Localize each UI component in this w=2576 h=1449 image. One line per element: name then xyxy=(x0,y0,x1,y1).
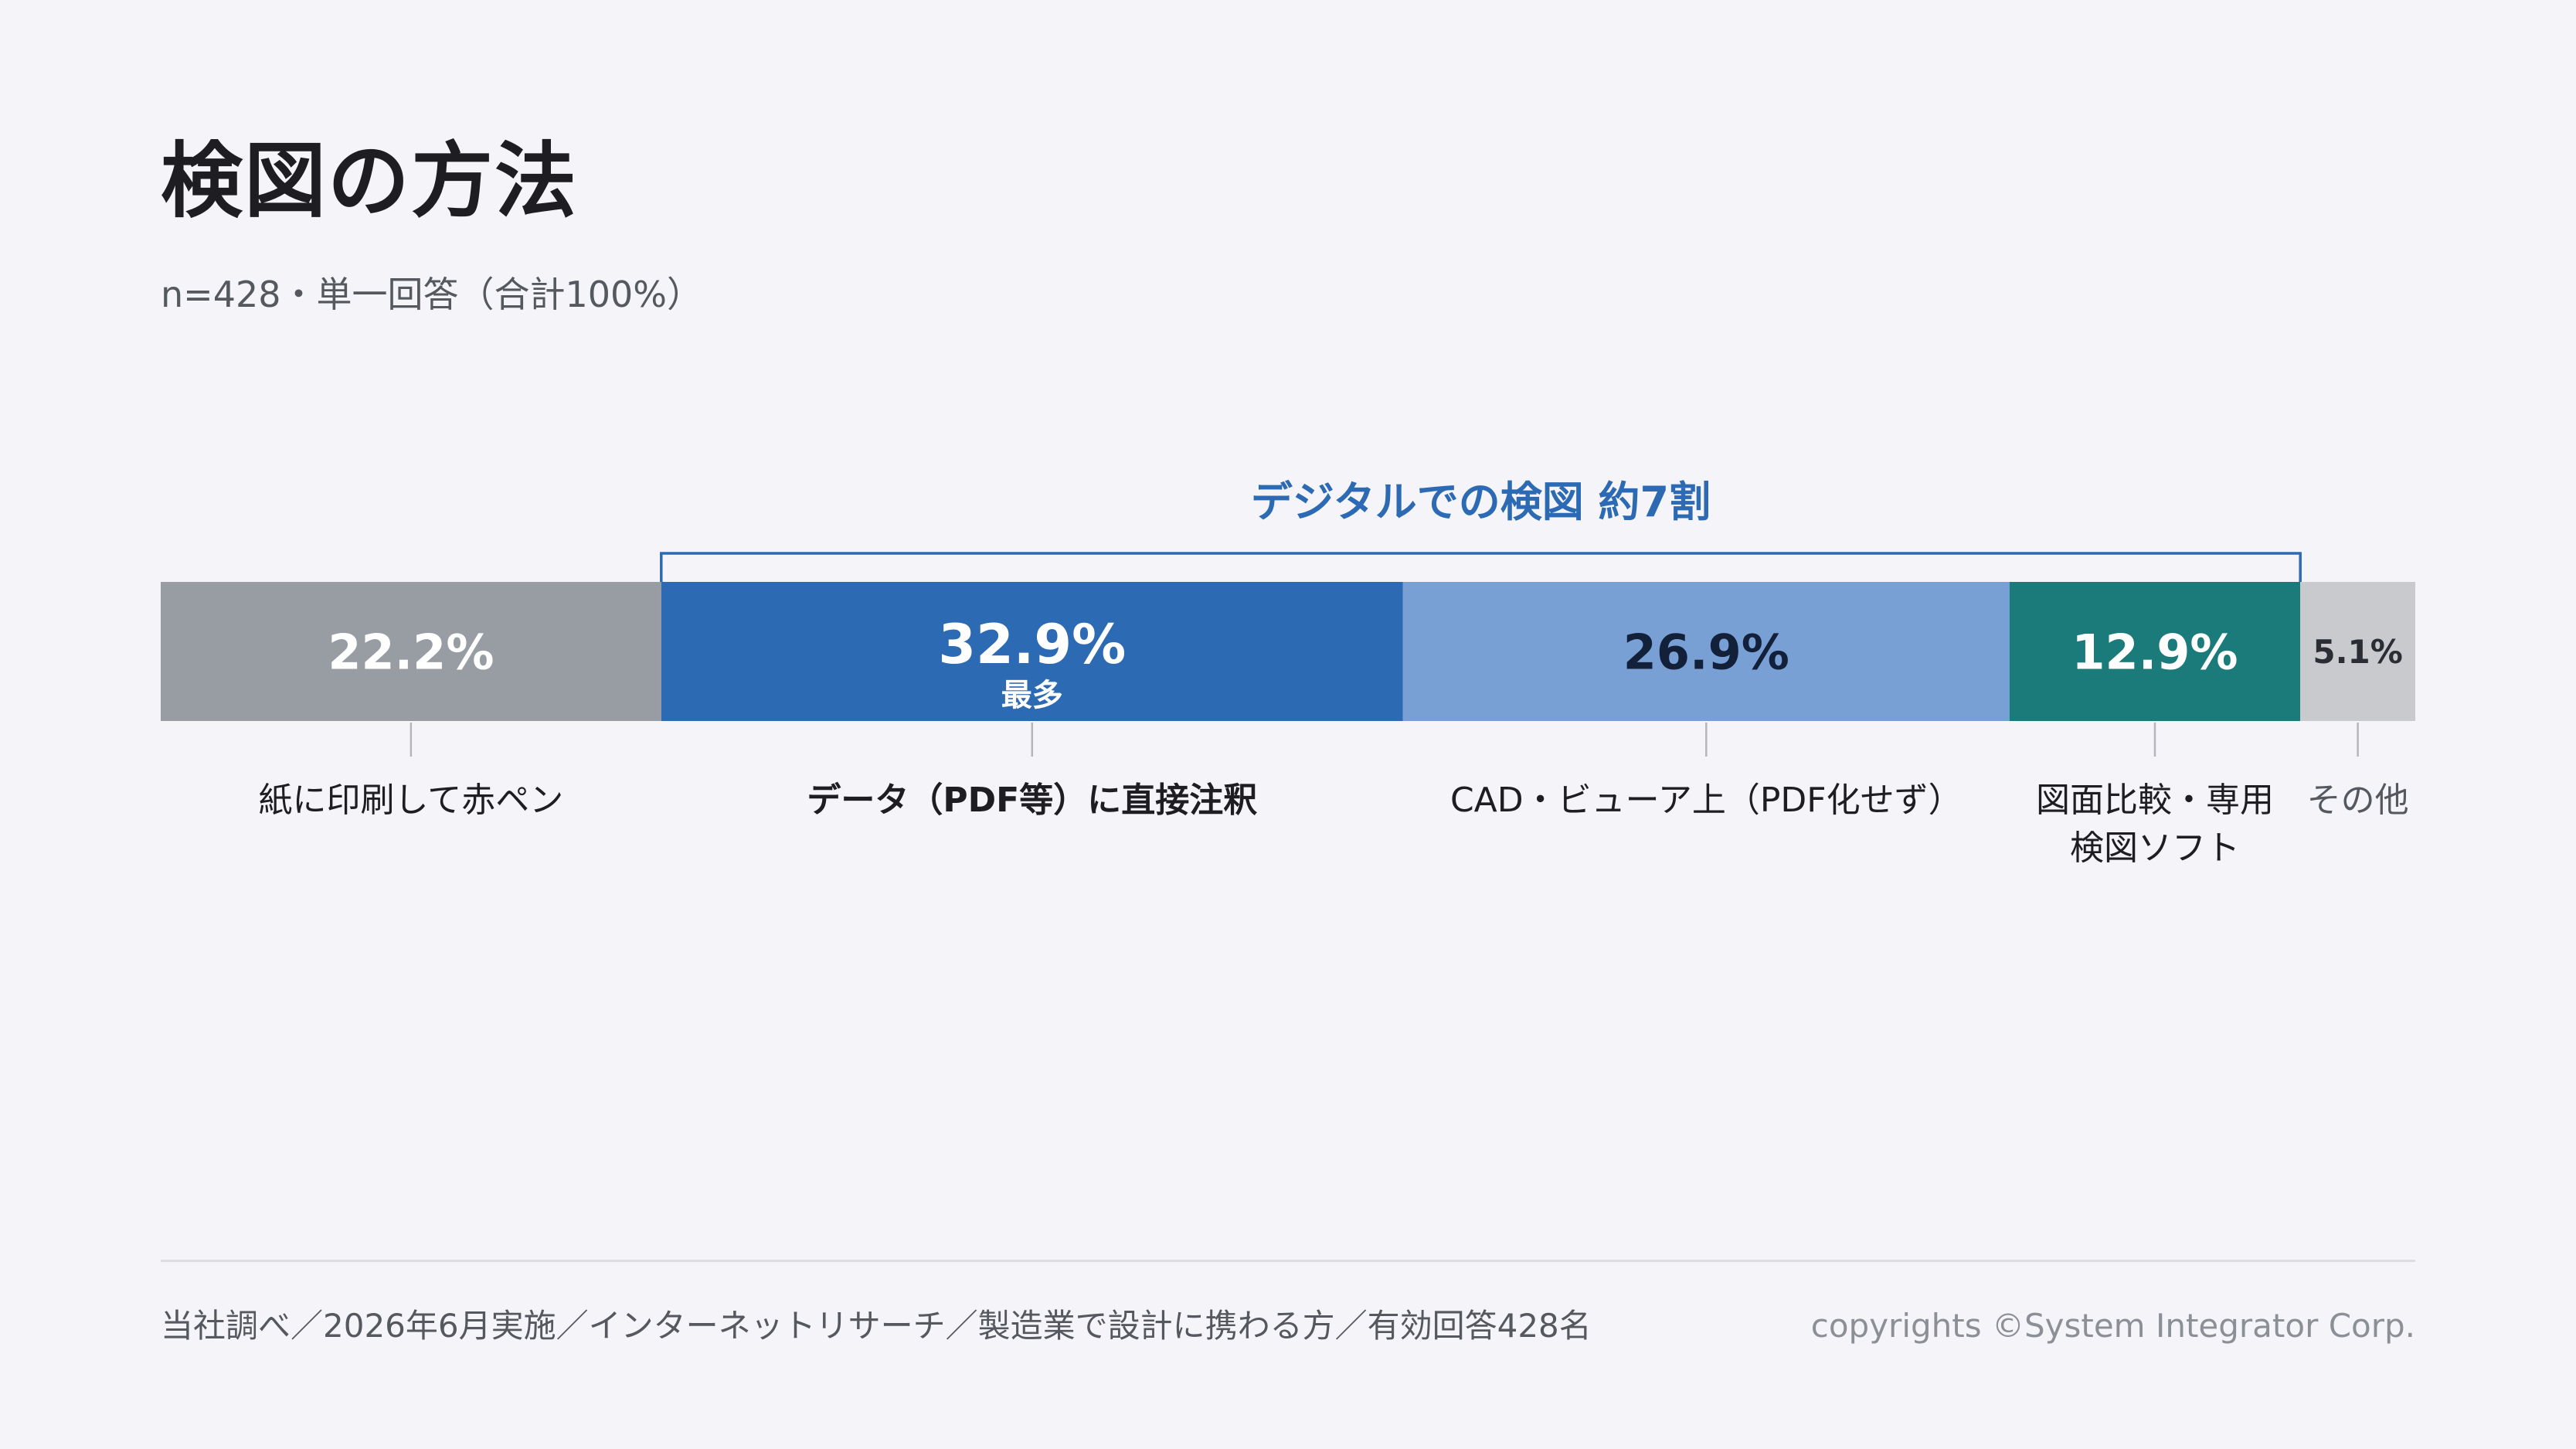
bar-value-label-2: 32.9% xyxy=(938,613,1126,676)
footer-divider xyxy=(161,1260,2415,1262)
category-label-3: CAD・ビューア上（PDF化せず） xyxy=(1450,781,1963,820)
bar-value-label-5: 5.1% xyxy=(2313,633,2402,671)
page-title: 検図の方法 xyxy=(161,134,578,229)
bar-value-label-4: 12.9% xyxy=(2071,624,2238,680)
highlight-note-label: 最多 xyxy=(1001,678,1063,713)
category-label-5: その他 xyxy=(2307,781,2409,820)
digital-bracket xyxy=(660,552,2302,582)
bar-segment-2 xyxy=(661,582,1403,721)
bar-segment-5 xyxy=(2300,582,2415,721)
category-label-1: 紙に印刷して赤ペン xyxy=(259,781,564,820)
footer-copyright: copyrights ©System Integrator Corp. xyxy=(1810,1307,2415,1345)
digital-bracket-label: デジタルでの検図 約7割 xyxy=(1251,478,1711,526)
category-label-4-line-2: 検図ソフト xyxy=(2070,828,2240,868)
footer-source-note: 当社調べ／2026年6月実施／インターネットリサーチ／製造業で設計に携わる方／有… xyxy=(161,1307,1592,1345)
bar-segment-3 xyxy=(1402,582,2010,721)
category-label-4-line-1: 図面比較・専用 xyxy=(2036,781,2274,820)
bar-segment-1 xyxy=(161,582,661,721)
bar-value-label-3: 26.9% xyxy=(1623,624,1789,680)
bar-value-label-1: 22.2% xyxy=(328,624,494,680)
page-subtitle: n=428・単一回答（合計100%） xyxy=(161,274,703,315)
bar-segment-4 xyxy=(2009,582,2301,721)
category-label-2: データ（PDF等）に直接注釈 xyxy=(807,781,1257,820)
